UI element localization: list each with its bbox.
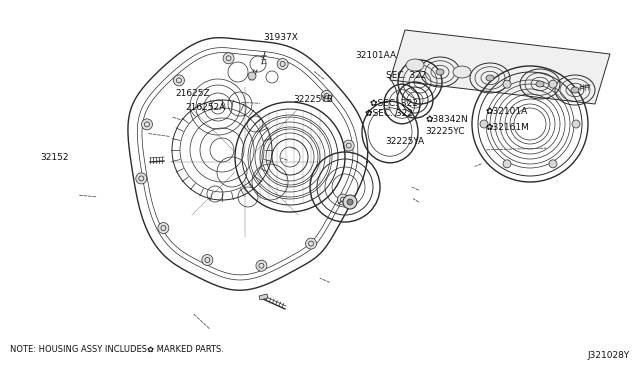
Text: 32101AA: 32101AA	[355, 51, 396, 60]
Ellipse shape	[571, 87, 579, 93]
Circle shape	[202, 254, 213, 266]
Circle shape	[136, 173, 147, 184]
Text: ✿32161M: ✿32161M	[485, 122, 529, 131]
Text: J321028Y: J321028Y	[588, 351, 630, 360]
Text: 216252A: 216252A	[185, 103, 225, 112]
Circle shape	[480, 120, 488, 128]
Text: 32225YA: 32225YA	[385, 138, 424, 147]
Circle shape	[173, 75, 184, 86]
Circle shape	[256, 260, 267, 271]
Circle shape	[277, 58, 288, 70]
Circle shape	[503, 80, 511, 88]
Text: ✿SEC. 322: ✿SEC. 322	[370, 99, 418, 109]
Circle shape	[343, 140, 354, 151]
Circle shape	[321, 90, 332, 102]
Circle shape	[549, 160, 557, 168]
Circle shape	[572, 120, 580, 128]
Ellipse shape	[453, 66, 471, 78]
Text: ✿32101A: ✿32101A	[485, 108, 527, 116]
Polygon shape	[390, 30, 610, 104]
Text: 32225YC: 32225YC	[425, 128, 465, 137]
Circle shape	[347, 199, 353, 205]
Text: 31937X: 31937X	[263, 32, 298, 42]
Text: 21625Z: 21625Z	[175, 90, 210, 99]
Circle shape	[337, 194, 349, 205]
Text: NOTE: HOUSING ASSY INCLUDES✿ MARKED PARTS.: NOTE: HOUSING ASSY INCLUDES✿ MARKED PART…	[10, 345, 224, 354]
Text: SEC. 322: SEC. 322	[386, 71, 426, 80]
Text: ✿38342N: ✿38342N	[425, 115, 468, 125]
Text: 32225YB: 32225YB	[293, 96, 333, 105]
Circle shape	[223, 53, 234, 64]
Circle shape	[248, 72, 256, 80]
Text: 32152: 32152	[40, 153, 68, 161]
Ellipse shape	[536, 81, 544, 87]
Ellipse shape	[436, 69, 444, 75]
Circle shape	[305, 238, 317, 249]
Circle shape	[141, 119, 152, 130]
Circle shape	[343, 195, 357, 209]
Circle shape	[158, 222, 169, 234]
Circle shape	[549, 80, 557, 88]
Ellipse shape	[486, 75, 494, 81]
Polygon shape	[259, 294, 268, 300]
Ellipse shape	[406, 59, 424, 71]
Circle shape	[503, 160, 511, 168]
Text: ✿SEC. 322: ✿SEC. 322	[365, 109, 413, 119]
